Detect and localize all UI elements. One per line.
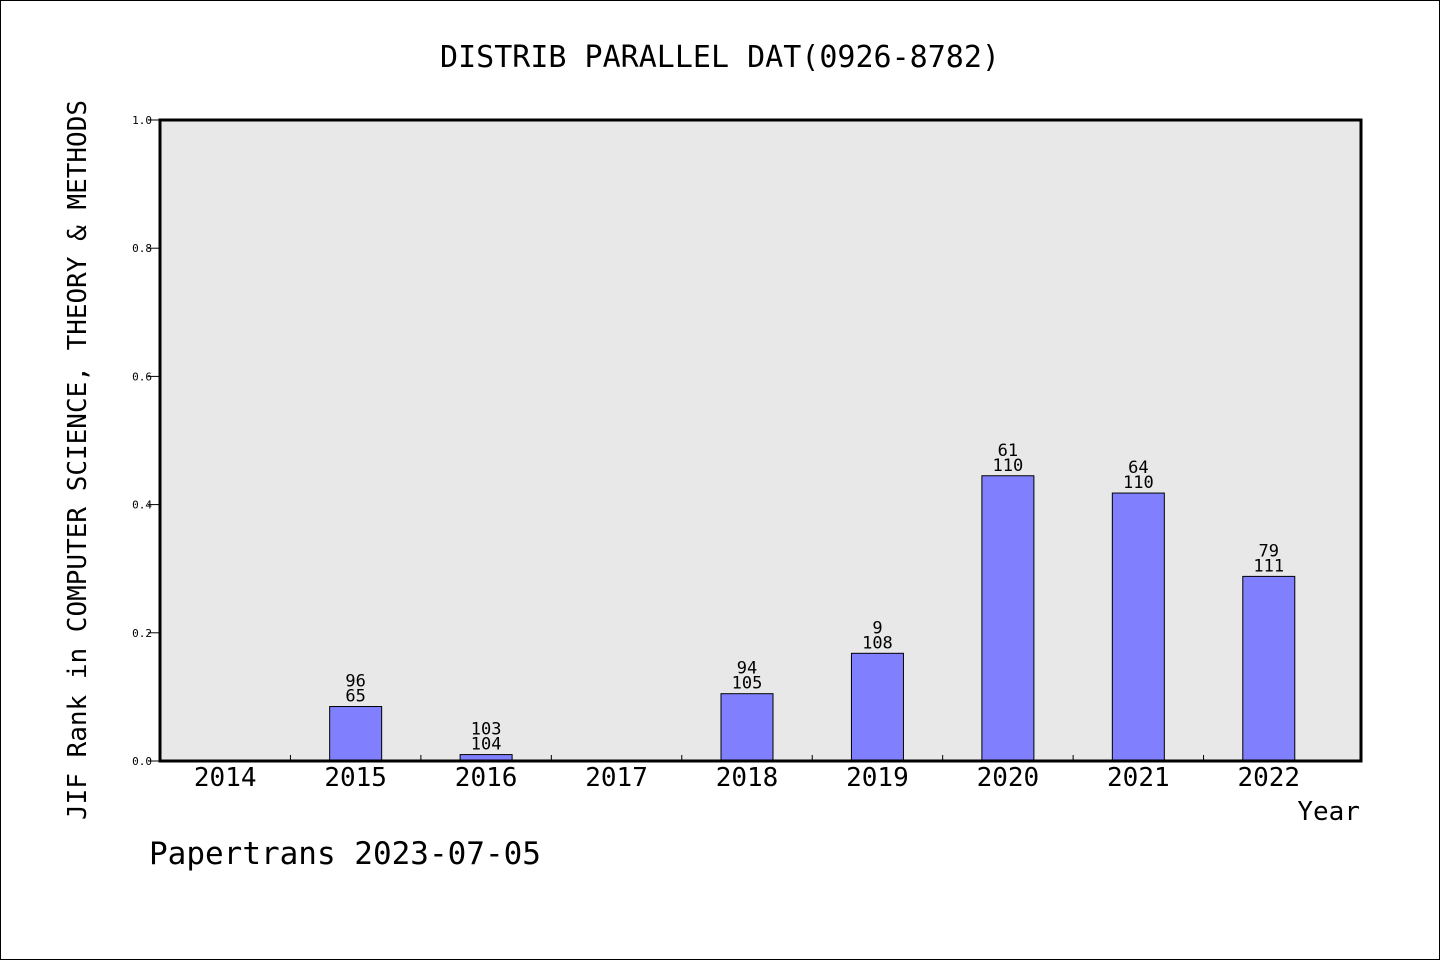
bar-label-top: 94 xyxy=(737,659,757,679)
x-axis-label: Year xyxy=(1297,797,1360,827)
bar-label-bottom: 108 xyxy=(862,633,893,653)
x-tick-label: 2022 xyxy=(1237,763,1300,793)
plot-area xyxy=(160,120,1361,761)
x-tick-label: 2018 xyxy=(716,763,779,793)
x-tick-label: 2017 xyxy=(585,763,648,793)
chart-title: DISTRIB PARALLEL DAT(0926-8782) xyxy=(440,40,1000,75)
footer-credit: Papertrans 2023-07-05 xyxy=(149,836,541,872)
bar-label-bottom: 104 xyxy=(471,735,502,755)
y-axis-label: JIF Rank in COMPUTER SCIENCE, THEORY & M… xyxy=(63,100,93,820)
y-tick-label: 0.8 xyxy=(132,242,152,255)
bar-2021 xyxy=(1111,492,1165,762)
y-tick-label: 0.2 xyxy=(132,627,152,640)
x-tick-label: 2016 xyxy=(455,763,518,793)
bar-2020 xyxy=(981,475,1035,762)
plot-border xyxy=(158,118,1363,763)
y-tick-label: 0.0 xyxy=(132,755,152,768)
bar-2022 xyxy=(1242,575,1296,762)
bar-2019 xyxy=(850,652,904,762)
bar-label-bottom: 65 xyxy=(345,687,365,707)
y-tick-label: 0.6 xyxy=(132,370,152,383)
bar-label-top: 9 xyxy=(872,618,882,638)
bar-label-top: 79 xyxy=(1259,541,1279,561)
x-tick-label: 2015 xyxy=(324,763,387,793)
bar-label-bottom: 111 xyxy=(1253,556,1284,576)
bar-label-bottom: 105 xyxy=(732,674,763,694)
bar-2018 xyxy=(720,693,774,762)
bar-label-bottom: 110 xyxy=(1123,473,1154,493)
x-tick-label: 2020 xyxy=(977,763,1040,793)
x-tick-label: 2019 xyxy=(846,763,909,793)
bar-label-top: 96 xyxy=(345,672,365,692)
y-tick-label: 0.4 xyxy=(132,499,152,512)
bar-label-top: 103 xyxy=(471,720,502,740)
y-tick-label: 1.0 xyxy=(132,114,152,127)
bar-label-top: 64 xyxy=(1128,458,1148,478)
bar-label-bottom: 110 xyxy=(993,456,1024,476)
bar-2015 xyxy=(329,706,383,762)
x-tick-label: 2021 xyxy=(1107,763,1170,793)
bar-label-top: 61 xyxy=(998,441,1018,461)
x-tick-label: 2014 xyxy=(194,763,257,793)
